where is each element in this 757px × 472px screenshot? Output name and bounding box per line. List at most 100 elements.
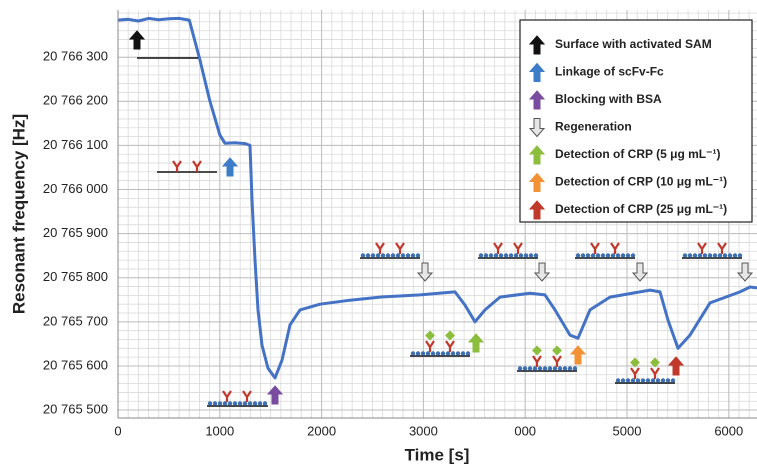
sam-dot — [242, 401, 248, 406]
antibody — [242, 390, 252, 402]
sam-dot — [630, 253, 636, 258]
sam-dot — [460, 351, 466, 356]
sam-dot — [712, 253, 718, 258]
antibody — [590, 242, 600, 254]
sam-dot — [585, 253, 591, 258]
antibody — [222, 390, 232, 402]
arrow — [528, 90, 546, 110]
sam-dot — [252, 401, 258, 406]
sam-dot — [455, 351, 461, 356]
sam-dot — [380, 253, 386, 258]
sam-dot — [237, 401, 243, 406]
x-tick-label: 000 — [514, 423, 536, 438]
antibody — [650, 367, 660, 379]
sam-dot — [493, 253, 499, 258]
crp — [425, 330, 435, 341]
sam-dot — [498, 253, 504, 258]
sam-dot — [478, 253, 484, 258]
sam-dot — [440, 351, 446, 356]
sam-dot — [552, 366, 558, 371]
sam-dot — [605, 253, 611, 258]
sam-dot — [212, 401, 218, 406]
arrow — [631, 262, 649, 282]
antibody — [192, 160, 202, 172]
crp — [552, 345, 562, 356]
legend-label: Detection of CRP (5 μg mL⁻¹) — [555, 147, 720, 161]
sam-dot — [513, 253, 519, 258]
antibody — [697, 242, 707, 254]
antibody — [513, 242, 523, 254]
sam-dot — [420, 351, 426, 356]
sam-dot — [217, 401, 223, 406]
arrow — [569, 345, 587, 365]
y-tick-label: 20 766 000 — [43, 181, 108, 196]
sam-dot — [682, 253, 688, 258]
sam-dot — [670, 378, 676, 383]
arrow — [528, 118, 546, 138]
arrow — [528, 200, 546, 220]
sam-dot — [262, 401, 268, 406]
arrow — [533, 262, 551, 282]
x-tick-label: 1000 — [205, 423, 234, 438]
sam-dot — [650, 378, 656, 383]
y-tick-label: 20 765 800 — [43, 269, 108, 284]
y-tick-label: 20 766 200 — [43, 93, 108, 108]
y-tick-label: 20 765 900 — [43, 225, 108, 240]
arrow — [736, 262, 754, 282]
sam-dot — [665, 378, 671, 383]
legend-label: Detection of CRP (25 μg mL⁻¹) — [555, 202, 727, 216]
sam-dot — [732, 253, 738, 258]
sam-dot — [430, 351, 436, 356]
sam-dot — [488, 253, 494, 258]
x-axis-title: Time [s] — [405, 445, 470, 464]
sam-dot — [232, 401, 238, 406]
sam-dot — [435, 351, 441, 356]
sam-dot — [410, 253, 416, 258]
sam-dot — [580, 253, 586, 258]
sam-dot — [717, 253, 723, 258]
crp — [630, 357, 640, 368]
legend-label: Surface with activated SAM — [555, 37, 712, 51]
y-tick-label: 20 766 100 — [43, 137, 108, 152]
antibody — [375, 242, 385, 254]
sam-dot — [257, 401, 263, 406]
sam-dot — [625, 378, 631, 383]
sam-dot — [727, 253, 733, 258]
sam-dot — [655, 378, 661, 383]
plot — [117, 16, 757, 380]
sam-dot — [620, 378, 626, 383]
data-line — [117, 16, 757, 380]
y-axis-title: Resonant frequency [Hz] — [9, 114, 28, 314]
sam-dot — [547, 366, 553, 371]
sam-dot — [365, 253, 371, 258]
sam-dot — [528, 253, 534, 258]
sam-dot — [687, 253, 693, 258]
sam-dot — [425, 351, 431, 356]
sam-dot — [247, 401, 253, 406]
arrow — [528, 172, 546, 192]
sam-dot — [645, 378, 651, 383]
sam-dot — [445, 351, 451, 356]
sam-dot — [692, 253, 698, 258]
antibody — [532, 355, 542, 367]
sam-dot — [557, 366, 563, 371]
crp — [445, 330, 455, 341]
sam-dot — [722, 253, 728, 258]
y-tick-label: 20 766 300 — [43, 49, 108, 64]
arrow — [528, 62, 546, 82]
sam-dot — [395, 253, 401, 258]
arrow — [667, 356, 685, 376]
sam-dot — [527, 366, 533, 371]
crp — [650, 357, 660, 368]
arrow — [128, 30, 146, 50]
sam-dot — [625, 253, 631, 258]
sam-dot — [737, 253, 743, 258]
sam-dot — [697, 253, 703, 258]
sam-dot — [390, 253, 396, 258]
legend-box — [519, 19, 753, 223]
arrow — [266, 385, 284, 405]
antibody — [552, 355, 562, 367]
sam-dot — [375, 253, 381, 258]
antibody — [395, 242, 405, 254]
